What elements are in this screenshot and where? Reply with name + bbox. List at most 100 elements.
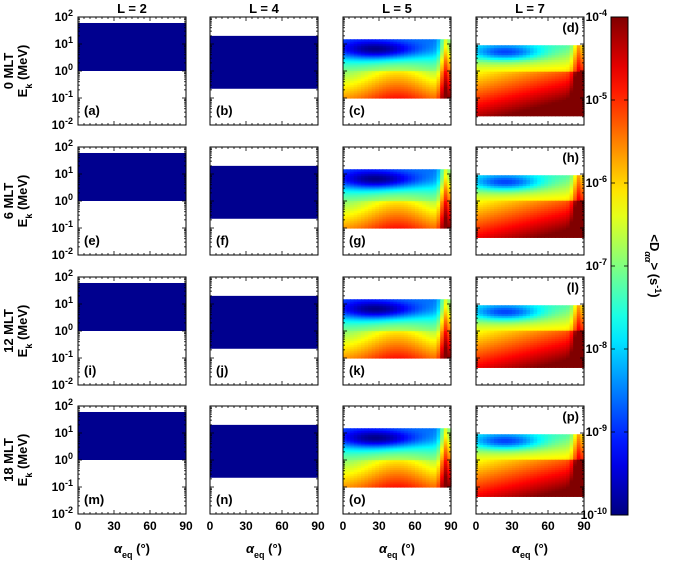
heatmap-cell — [372, 169, 376, 172]
heatmap-cell — [361, 299, 365, 302]
heatmap-cell — [570, 175, 574, 178]
heatmap-cell — [437, 39, 441, 42]
heatmap-cell — [494, 45, 498, 48]
diffusion-heatmap — [343, 299, 452, 358]
y-tick-label: 10-1 — [52, 219, 73, 235]
panel-j: (j) — [210, 277, 318, 385]
heatmap-cell — [562, 45, 566, 48]
heatmap-cell — [530, 45, 534, 48]
y-tick-label: 100 — [55, 322, 73, 338]
diffusion-region — [78, 153, 186, 201]
heatmap-cell — [480, 175, 484, 178]
heatmap-cell — [490, 175, 494, 178]
heatmap-cell — [354, 299, 358, 302]
diffusion-region — [210, 36, 318, 89]
heatmap-cell — [429, 169, 433, 172]
heatmap-cell — [365, 169, 369, 172]
heatmap-cell — [516, 45, 520, 48]
heatmap-cell — [372, 39, 376, 42]
heatmap-cell — [508, 45, 512, 48]
heatmap-cell — [537, 45, 541, 48]
heatmap-cell — [357, 299, 361, 302]
heatmap-cell — [419, 169, 423, 172]
heatmap-cell — [562, 175, 566, 178]
heatmap-cell — [411, 39, 415, 42]
heatmap-cell — [534, 175, 538, 178]
heatmap-cell — [393, 39, 397, 42]
heatmap-cell — [494, 175, 498, 178]
panel-h: (h) — [476, 147, 585, 255]
panel-g: (g) — [343, 147, 452, 255]
heatmap-cell — [444, 39, 448, 42]
y-tick-label: 10-2 — [52, 246, 73, 262]
heatmap-cell — [440, 39, 444, 42]
panel-letter: (f) — [216, 233, 229, 248]
heatmap-cell — [552, 175, 556, 178]
heatmap-cell — [397, 39, 401, 42]
heatmap-cell — [350, 299, 354, 302]
heatmap-cell — [501, 45, 505, 48]
panel-letter: (a) — [84, 103, 100, 118]
heatmap-cell — [526, 45, 530, 48]
heatmap-cell — [357, 169, 361, 172]
y-tick-label: 10-1 — [52, 349, 73, 365]
panel-layer: (a)10210110010-110-2(b)(c)(d)(e)10210110… — [52, 8, 591, 533]
heatmap-cell — [487, 175, 491, 178]
heatmap-cell — [519, 45, 523, 48]
heatmap-cell — [505, 175, 509, 178]
heatmap-cell — [512, 175, 516, 178]
y-tick-label: 100 — [55, 62, 73, 78]
heatmap-cell — [577, 175, 581, 178]
heatmap-cell — [541, 175, 545, 178]
heatmap-cell — [408, 39, 412, 42]
heatmap-cell — [555, 175, 559, 178]
diffusion-heatmap — [476, 175, 585, 238]
y-tick-label: 10-2 — [52, 116, 73, 132]
heatmap-cell — [383, 39, 387, 42]
heatmap-cell — [566, 175, 570, 178]
heatmap-cell — [390, 39, 394, 42]
heatmap-cell — [375, 39, 379, 42]
heatmap-cell — [375, 169, 379, 172]
heatmap-cell — [490, 45, 494, 48]
heatmap-cell — [541, 45, 545, 48]
panel-d: (d) — [476, 17, 585, 125]
heatmap-cell — [415, 39, 419, 42]
heatmap-cell — [516, 175, 520, 178]
diffusion-region — [78, 283, 186, 331]
y-tick-label: 101 — [55, 35, 73, 51]
heatmap-cell — [566, 45, 570, 48]
heatmap-cell — [433, 39, 437, 42]
heatmap-cell — [343, 39, 347, 42]
heatmap-cell — [426, 169, 430, 172]
heatmap-cell — [361, 169, 365, 172]
heatmap-cell — [386, 39, 390, 42]
heatmap-cell — [544, 45, 548, 48]
heatmap-cell — [526, 175, 530, 178]
heatmap-cell — [552, 45, 556, 48]
diffusion-heatmap — [343, 169, 452, 228]
panel-c: (c) — [343, 17, 452, 125]
diffusion-region — [78, 23, 186, 71]
heatmap-cell — [501, 175, 505, 178]
heatmap-cell — [390, 169, 394, 172]
y-tick-label: 102 — [55, 268, 73, 284]
heatmap-cell — [523, 175, 527, 178]
heatmap-cell — [437, 169, 441, 172]
heatmap-cell — [534, 45, 538, 48]
heatmap-cell — [365, 39, 369, 42]
heatmap-cell — [440, 169, 444, 172]
heatmap-cell — [347, 299, 351, 302]
heatmap-cell — [548, 45, 552, 48]
heatmap-cell — [577, 45, 581, 48]
y-tick-label: 101 — [55, 295, 73, 311]
heatmap-cell — [368, 169, 372, 172]
heatmap-cell — [365, 299, 369, 302]
panel-f: (f) — [210, 147, 318, 255]
heatmap-cell — [548, 175, 552, 178]
panel-b: (b) — [210, 17, 318, 125]
heatmap-cell — [408, 169, 412, 172]
heatmap-cell — [559, 175, 563, 178]
heatmap-cell — [350, 169, 354, 172]
